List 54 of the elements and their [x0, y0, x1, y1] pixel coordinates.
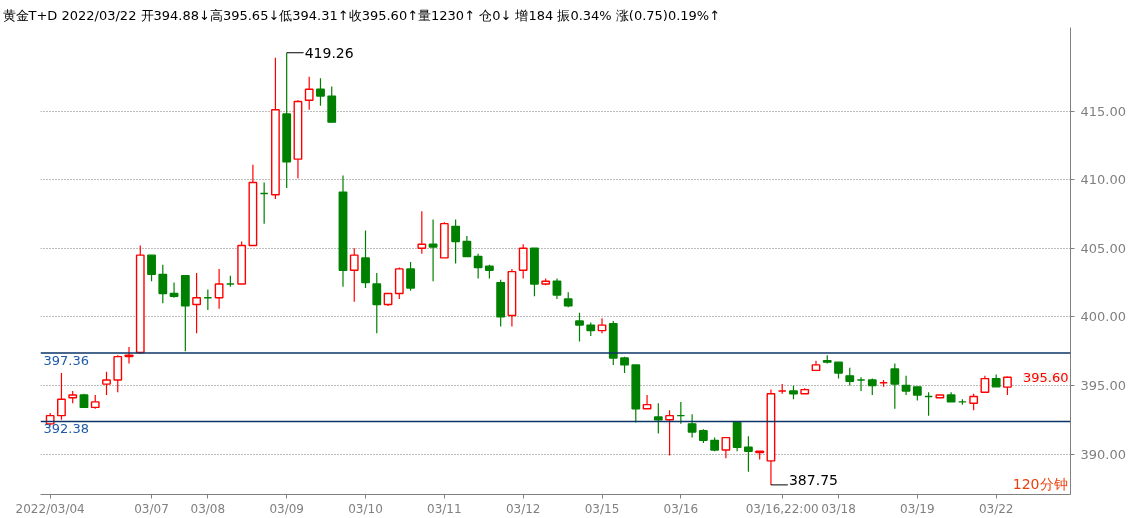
candlestick — [304, 76, 314, 111]
x-tick-label: 2022/03/04 — [15, 501, 85, 516]
x-tick-label: 03/18 — [821, 501, 856, 516]
x-tick-label: 03/15 — [584, 501, 620, 516]
x-tick-label: 03/10 — [348, 501, 383, 516]
candlestick — [113, 354, 123, 393]
candlestick — [406, 261, 415, 292]
candlestick — [665, 409, 674, 457]
candlestick — [744, 435, 753, 473]
y-tick-label: 390.00 — [1080, 446, 1126, 462]
candlestick — [890, 362, 900, 410]
x-tick-label: 03/08 — [190, 501, 226, 516]
y-tick-label: 395.00 — [1080, 377, 1126, 393]
x-tick-label: 03/11 — [427, 501, 462, 516]
candlestick — [518, 243, 528, 280]
y-tick-label: 405.00 — [1080, 240, 1126, 256]
y-tick-label: 400.00 — [1080, 309, 1126, 325]
x-tick-label: 03/22 — [978, 501, 1014, 516]
annotation: 120分钟 — [1012, 475, 1068, 492]
candlestick — [372, 272, 382, 334]
candlestick — [158, 264, 168, 304]
candlestick — [349, 247, 359, 303]
candlestick — [428, 218, 438, 282]
text: 395.60 — [1023, 369, 1069, 385]
annotation: 387.75 — [788, 471, 838, 488]
candlestick — [687, 413, 697, 439]
candlestick — [473, 253, 483, 280]
candlestick — [575, 312, 584, 343]
y-tick-label: 410.00 — [1080, 172, 1126, 188]
annotation: 419.26 — [304, 44, 354, 61]
ref-line-label: 392.38 — [43, 421, 89, 437]
candlestick — [147, 254, 156, 282]
candlestick — [721, 436, 731, 459]
candlestick — [102, 371, 111, 396]
candlestick — [653, 402, 663, 435]
candlestick — [214, 268, 224, 310]
x-tick-label: 03/07 — [134, 501, 169, 516]
candlestick — [901, 375, 911, 396]
candlestick — [316, 77, 325, 107]
candlestick — [462, 235, 472, 258]
x-tick-label: 03/16,22:00 — [745, 501, 819, 516]
candlestick — [169, 282, 179, 299]
y-tick-label: 415.00 — [1080, 103, 1126, 119]
x-tick-label: 03/12 — [505, 501, 541, 516]
candlestick — [552, 277, 562, 300]
candlestick — [192, 272, 201, 334]
ref-line-label: 397.36 — [43, 353, 89, 369]
x-tick-label: 03/19 — [900, 501, 935, 516]
candlestick — [57, 372, 66, 421]
candlestick — [417, 210, 427, 255]
candlestick — [451, 218, 461, 264]
chart-title: 黄金T+D 2022/03/22 开394.88↓高395.65↓低394.31↑收395.60↑量1230↑ 仓0↓ 增184 振0.34% 涨(0.75)0.19%↑ — [2, 7, 721, 23]
x-tick-label: 03/09 — [269, 501, 304, 516]
x-tick-label: 03/16 — [663, 501, 699, 516]
